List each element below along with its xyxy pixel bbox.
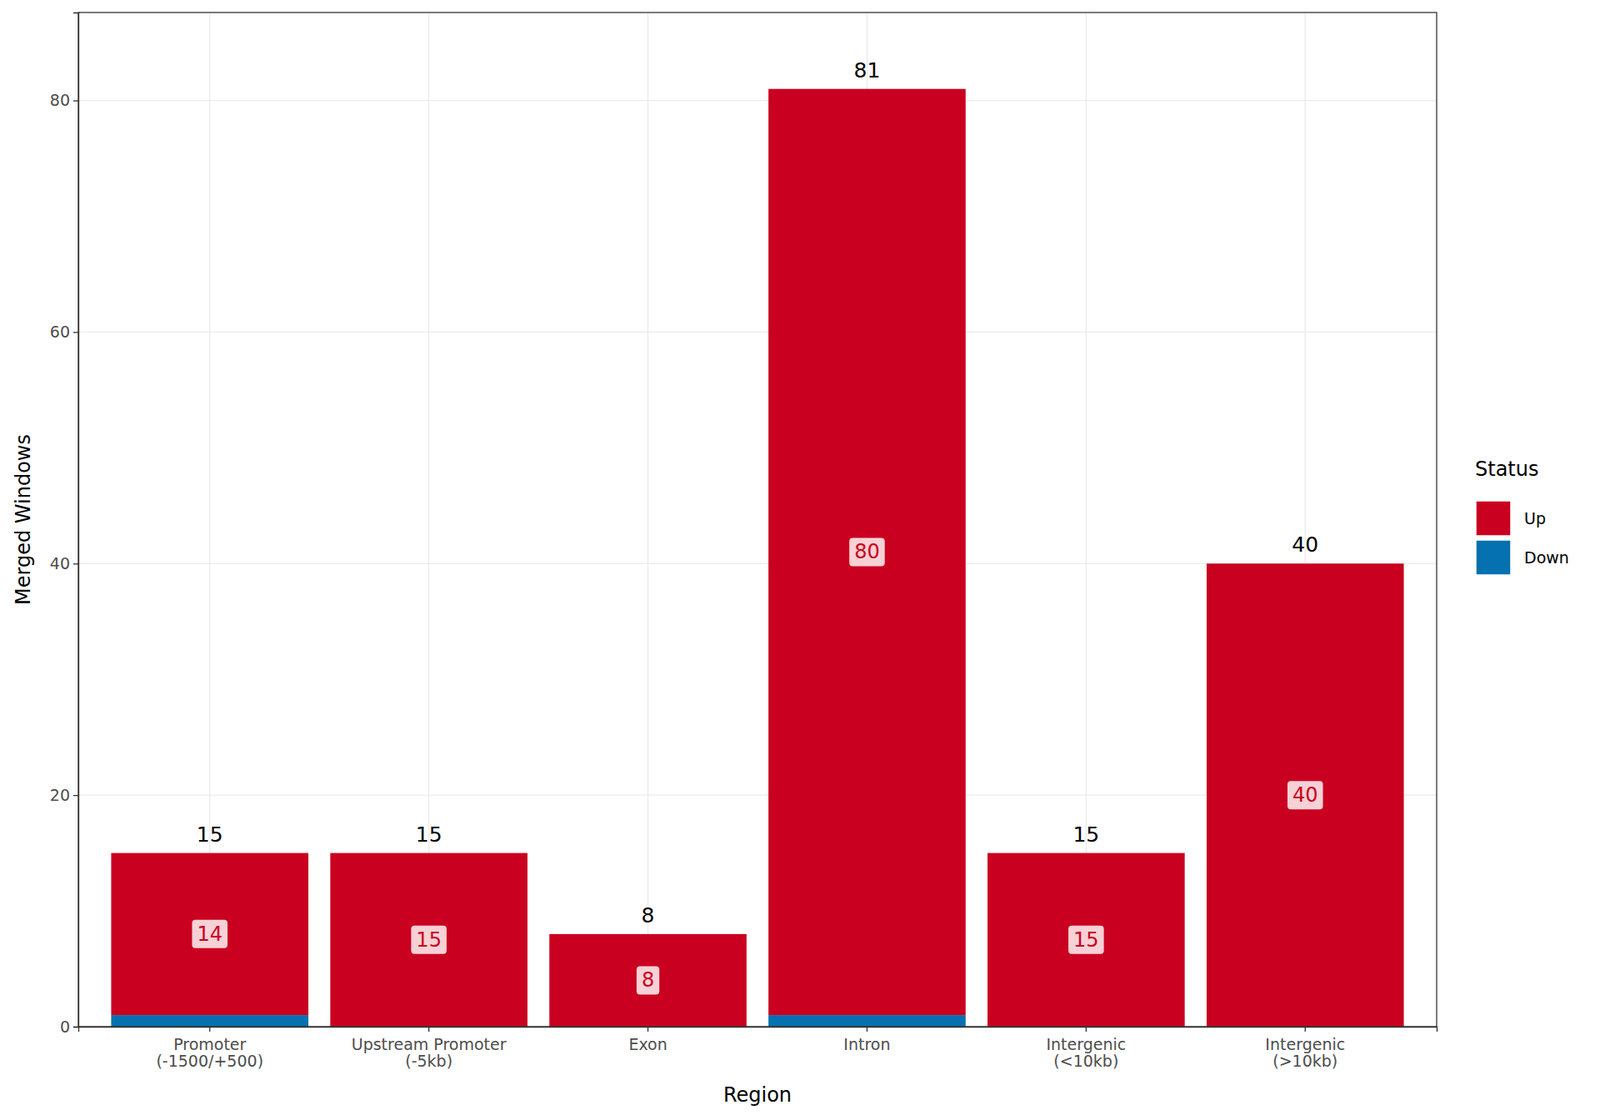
data-label: 14 [191,920,228,949]
total-label: 15 [196,822,224,847]
legend: Status Up Down [1475,457,1570,575]
total-label: 8 [641,903,655,928]
x-tick-mark [209,1026,210,1032]
grid-line [647,12,649,1027]
bar [987,853,1185,1027]
data-label: 8 [636,965,660,995]
x-tick: Intergenic(>10kb) [1265,1026,1345,1070]
data-label-text: 80 [854,540,880,564]
bar [768,1015,966,1027]
data-label-text: 15 [1073,928,1100,952]
x-tick-label-line: (>10kb) [1272,1051,1338,1070]
bar [110,1015,309,1027]
x-tick-label-line: (<10kb) [1053,1051,1119,1070]
x-tick-mark [1305,1026,1306,1032]
x-axis-title: Region [723,1083,792,1107]
y-tick-label: 40 [50,554,70,573]
grid-line [78,100,1437,101]
data-labels: 14 15 8 80 15 40 [191,537,1323,995]
x-axis: Promoter(-1500/+500) Upstream Promoter(-5… [79,1026,1438,1070]
x-tick: Intron [843,1026,890,1054]
y-tick-label: 60 [50,322,70,341]
label-box [191,920,228,949]
legend-title: Status [1475,457,1539,481]
legend-label: Up [1524,509,1546,528]
total-label: 15 [415,822,443,847]
total-label: 81 [854,58,881,83]
total-label: 15 [1072,822,1100,847]
x-tick: Promoter(-1500/+500) [155,1026,264,1070]
y-tick-label: 20 [50,785,70,805]
panel-border [78,12,1437,1027]
bar [1206,563,1405,1027]
bars [110,89,1404,1027]
y-tick: 80 [50,90,79,110]
label-box [410,925,447,955]
x-tick-label: Intron [843,1035,890,1054]
x-tick-label: Exon [628,1035,667,1054]
chart: 1415880154015158811540020406080Promoter(… [0,0,1600,1120]
data-label: 40 [1287,780,1324,810]
y-tick: 20 [50,785,79,805]
y-tick-mark [73,563,79,565]
y-axis: 0 20 40 60 80 [50,13,80,1036]
x-tick-label: Intergenic(<10kb) [1045,1035,1126,1070]
y-tick: 40 [50,554,79,573]
x-tick-label-line: Intergenic [1045,1035,1126,1054]
x-axis-line [79,1027,1438,1033]
y-tick: 0 [60,1017,79,1036]
y-tick-label: 0 [60,1017,70,1036]
x-tick-label: Upstream Promoter(-5kb) [351,1035,507,1070]
x-tick-mark [428,1026,430,1032]
y-tick: 60 [50,322,79,341]
x-tick-label-line: Upstream Promoter [351,1035,507,1054]
bar [110,853,309,1015]
x-tick-mark [647,1026,649,1032]
data-label-text: 40 [1292,783,1319,807]
x-tick-label-line: Intron [843,1035,890,1054]
x-tick: Upstream Promoter(-5kb) [351,1026,507,1070]
x-tick-label-line: (-5kb) [405,1051,453,1070]
data-label: 15 [410,925,447,955]
data-label-text: 15 [415,928,442,952]
bar [768,89,966,1015]
bar [330,853,528,1027]
y-tick-mark [73,331,79,333]
x-tick-label-line: Exon [628,1035,667,1054]
y-axis-title: Merged Windows [11,434,35,605]
y-tick-mark [73,795,79,796]
data-label: 80 [849,537,885,566]
x-tick-label: Promoter(-1500/+500) [155,1035,264,1070]
x-tick: Exon [628,1026,667,1054]
label-box [1068,925,1105,955]
totals: 15 15 8 81 15 40 [196,58,1319,928]
legend-key [1475,540,1511,575]
legend-label: Down [1524,548,1570,567]
grid [78,12,1437,1027]
grid-line [78,331,1437,333]
label-box [1287,780,1324,810]
x-tick-label: Intergenic(>10kb) [1265,1035,1345,1070]
x-tick-mark [866,1026,868,1032]
y-tick-mark [73,100,79,101]
label-box [636,965,660,995]
panel [78,12,1437,1027]
total-label: 40 [1291,532,1319,557]
bar [549,934,747,1027]
x-tick-label-line: Intergenic [1265,1035,1345,1054]
x-tick-label-line: Promoter [173,1035,246,1054]
label-box [849,537,885,566]
x-tick-mark [1085,1026,1087,1032]
x-tick-label-line: (-1500/+500) [155,1051,264,1070]
data-label: 15 [1068,925,1105,955]
data-label-text: 14 [196,922,223,946]
y-tick-mark [73,1026,79,1028]
x-tick: Intergenic(<10kb) [1045,1026,1126,1070]
data-label-text: 8 [641,968,655,992]
y-tick-label: 80 [50,90,70,110]
legend-key [1475,500,1511,536]
y-axis-line [73,13,80,1028]
